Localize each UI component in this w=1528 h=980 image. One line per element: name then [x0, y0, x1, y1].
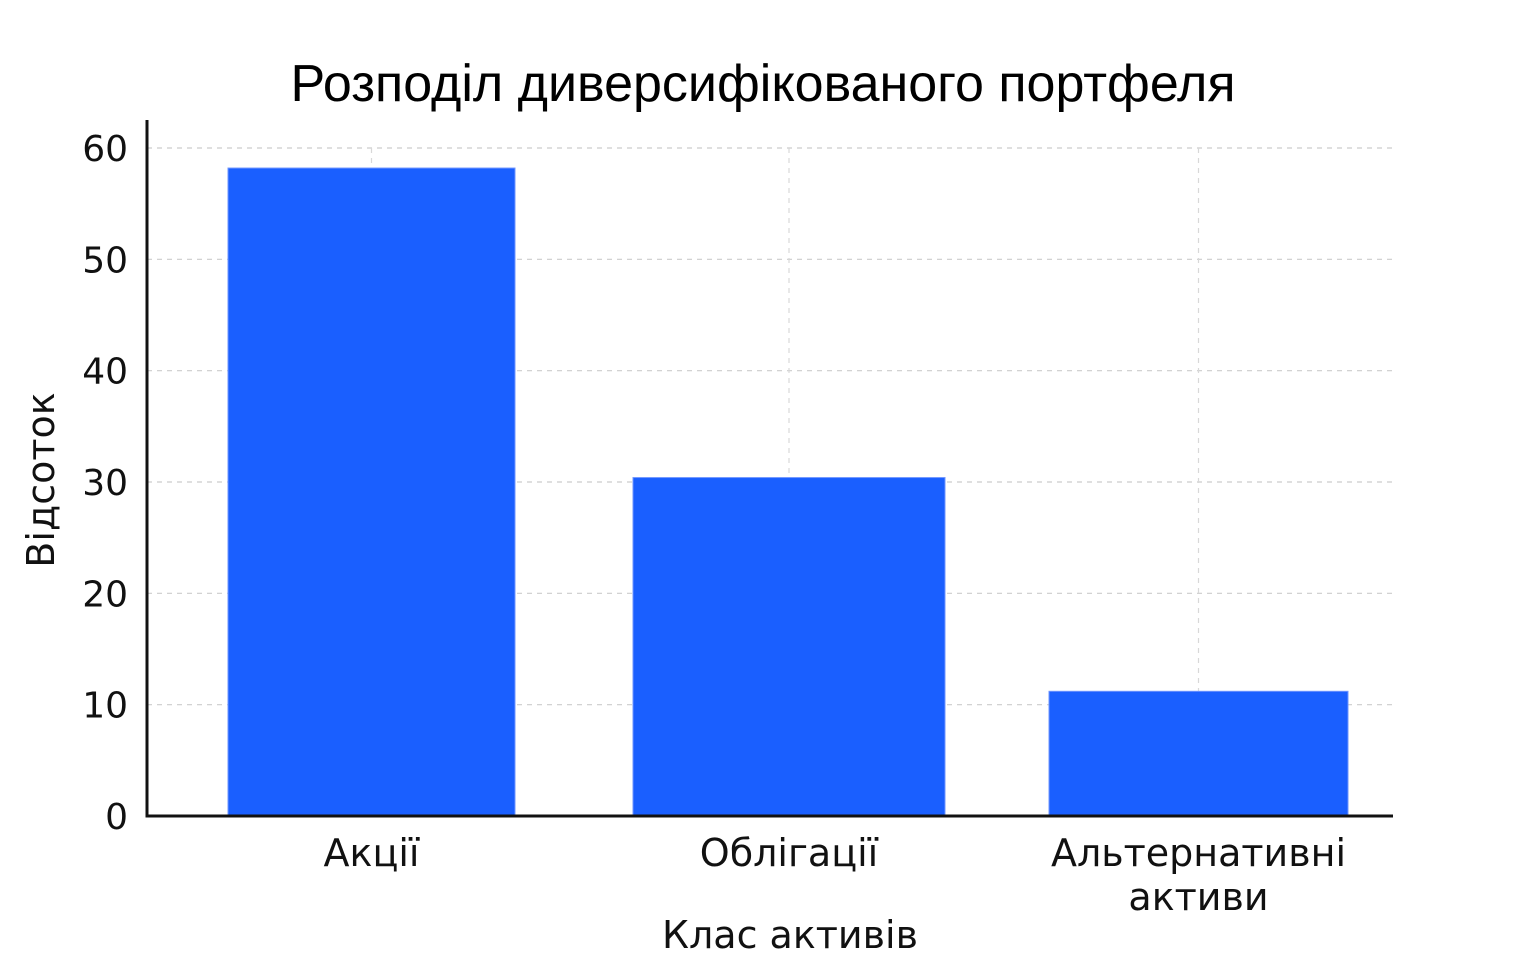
y-tick-label: 60	[82, 129, 128, 170]
bars	[227, 167, 1349, 817]
y-tick-label: 0	[105, 797, 128, 838]
x-tick-label: Акції	[324, 831, 420, 875]
y-tick-label: 20	[82, 574, 128, 615]
bar-0	[227, 167, 516, 817]
chart-title-text: Розподіл диверсифікованого портфеля	[290, 55, 1236, 113]
y-tick-label: 30	[82, 463, 128, 504]
y-tick-label: 40	[82, 352, 128, 393]
x-tick-label: Альтернативні активи	[1051, 831, 1346, 919]
bar-2	[1048, 690, 1349, 817]
y-tick-labels: 0 10 20 30 40 50 60	[82, 129, 128, 838]
y-tick-label: 10	[82, 686, 128, 727]
y-axis-label: Відсоток	[19, 392, 63, 567]
bar-1	[632, 477, 946, 817]
axes	[145, 120, 1393, 818]
chart-title: Розподіл диверсифікованого портфеля	[0, 58, 1528, 110]
x-tick-label: Облігації	[700, 831, 879, 875]
x-tick-labels: Акції Облігації Альтернативні активи	[324, 831, 1347, 919]
y-tick-label: 50	[82, 240, 128, 281]
x-axis-label: Клас активів	[662, 913, 918, 957]
